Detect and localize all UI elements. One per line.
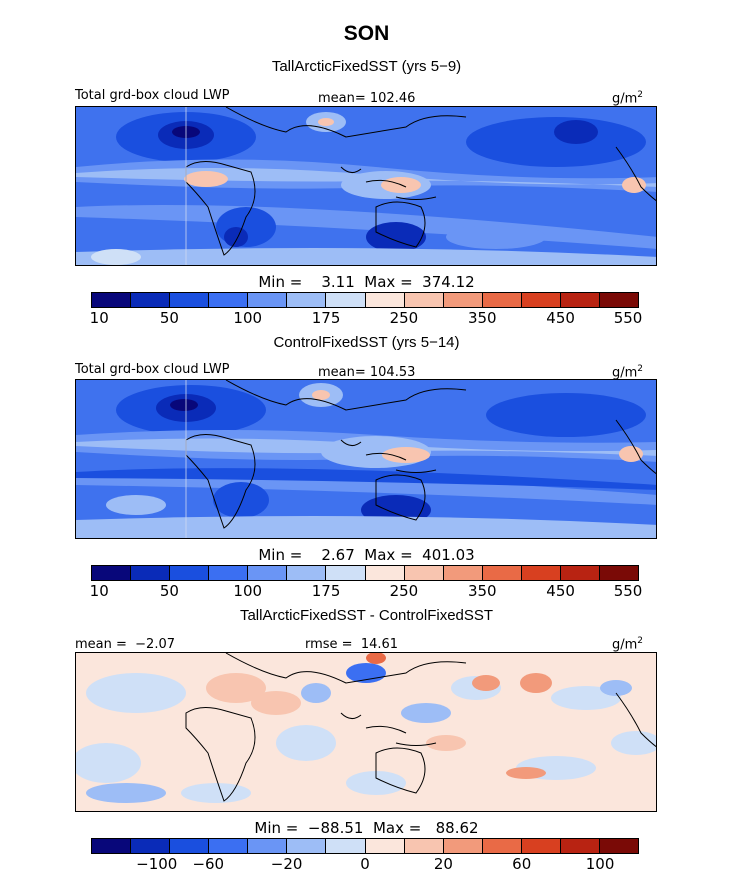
panel-2-left-label: Total grd-box cloud LWP <box>75 362 230 377</box>
colorbar-swatch <box>560 566 601 580</box>
colorbar-swatch <box>131 293 171 307</box>
colorbar-swatch <box>560 293 601 307</box>
colorbar-swatch <box>600 293 639 307</box>
colorbar-tick: 100 <box>233 309 263 327</box>
colorbar-tick: 100 <box>233 582 263 600</box>
panel-1-stats: Min = 3.11 Max = 374.12 <box>258 273 475 291</box>
panel-3-title: TallArcticFixedSST - ControlFixedSST <box>239 607 494 624</box>
colorbar-swatch <box>365 839 405 853</box>
panel-3-colorbar <box>91 838 639 854</box>
panel-3-mean-label: mean = −2.07 <box>75 637 175 652</box>
colorbar-swatch <box>600 839 639 853</box>
colorbar-swatch <box>521 293 561 307</box>
colorbar-swatch <box>326 566 366 580</box>
colorbar-swatch <box>287 293 327 307</box>
colorbar-swatch <box>248 839 288 853</box>
panel-1-tick-labels: 10 50 100 175 250 350 450 550 <box>89 309 643 327</box>
colorbar-swatch <box>131 566 171 580</box>
colorbar-swatch <box>443 839 483 853</box>
colorbar-swatch <box>443 566 483 580</box>
colorbar-tick: 350 <box>467 309 497 327</box>
colorbar-tick: 10 <box>89 582 109 600</box>
panel-2-title: ControlFixedSST (yrs 5−14) <box>273 334 460 351</box>
colorbar-swatch <box>326 839 366 853</box>
panel-2-stats: Min = 2.67 Max = 401.03 <box>258 546 475 564</box>
colorbar-swatch <box>521 566 561 580</box>
colorbar-swatch <box>404 293 444 307</box>
panel-2-unit: g/m2 <box>612 364 644 381</box>
colorbar-swatch <box>326 293 366 307</box>
colorbar-swatch <box>170 839 210 853</box>
colorbar-tick: 20 <box>433 855 453 873</box>
colorbar-tick: 250 <box>389 582 419 600</box>
panel-3-stats: Min = −88.51 Max = 88.62 <box>254 819 479 837</box>
colorbar-tick: −100 <box>136 855 178 873</box>
panel-2-map <box>75 379 657 539</box>
panel-2-mean-label: mean= 104.53 <box>318 365 416 380</box>
colorbar-swatch <box>92 293 132 307</box>
colorbar-swatch <box>600 566 639 580</box>
panel-2-colorbar <box>91 565 639 581</box>
colorbar-swatch <box>92 566 132 580</box>
colorbar-swatch <box>482 293 522 307</box>
figure-title: SON <box>343 22 390 45</box>
colorbar-tick: 175 <box>311 309 341 327</box>
colorbar-swatch <box>248 293 288 307</box>
colorbar-swatch <box>170 566 210 580</box>
colorbar-swatch <box>209 293 249 307</box>
colorbar-swatch <box>209 839 249 853</box>
colorbar-tick: −60 <box>192 855 225 873</box>
panel-3-tick-labels: −100 −60 −20 0 20 60 100 <box>91 855 639 873</box>
colorbar-swatch <box>404 839 444 853</box>
colorbar-swatch <box>287 839 327 853</box>
colorbar-swatch <box>365 566 405 580</box>
colorbar-swatch <box>521 839 561 853</box>
colorbar-tick: 250 <box>389 309 419 327</box>
colorbar-tick: 550 <box>613 309 643 327</box>
panel-1-unit: g/m2 <box>612 90 644 107</box>
panel-3-map <box>75 652 657 812</box>
colorbar-swatch <box>560 839 601 853</box>
colorbar-swatch <box>248 566 288 580</box>
colorbar-swatch <box>131 839 171 853</box>
panel-1-colorbar <box>91 292 639 308</box>
colorbar-swatch <box>482 839 522 853</box>
colorbar-swatch <box>92 839 132 853</box>
colorbar-tick: 60 <box>512 855 532 873</box>
colorbar-tick: 0 <box>360 855 370 873</box>
colorbar-swatch <box>443 293 483 307</box>
panel-1-title: TallArcticFixedSST (yrs 5−9) <box>271 58 462 75</box>
colorbar-tick: 10 <box>89 309 109 327</box>
colorbar-tick: 100 <box>585 855 615 873</box>
colorbar-tick: 50 <box>159 582 179 600</box>
colorbar-tick: 350 <box>467 582 497 600</box>
colorbar-tick: 50 <box>159 309 179 327</box>
colorbar-swatch <box>404 566 444 580</box>
panel-2-tick-labels: 10 50 100 175 250 350 450 550 <box>89 582 643 600</box>
panel-1-left-label: Total grd-box cloud LWP <box>75 88 230 103</box>
colorbar-tick: 450 <box>546 582 575 600</box>
panel-3-rmse-label: rmse = 14.61 <box>305 637 399 652</box>
panel-1-mean-label: mean= 102.46 <box>318 91 416 106</box>
colorbar-swatch <box>287 566 327 580</box>
panel-1-map <box>75 106 657 266</box>
colorbar-tick: 550 <box>613 582 643 600</box>
colorbar-tick: 450 <box>546 309 575 327</box>
colorbar-swatch <box>170 293 210 307</box>
colorbar-swatch <box>482 566 522 580</box>
colorbar-swatch <box>365 293 405 307</box>
colorbar-tick: −20 <box>270 855 303 873</box>
colorbar-swatch <box>209 566 249 580</box>
colorbar-tick: 175 <box>311 582 341 600</box>
panel-3-unit: g/m2 <box>612 636 644 653</box>
